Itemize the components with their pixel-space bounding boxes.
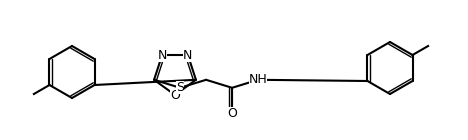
Text: N: N [183,49,193,62]
Text: S: S [176,81,184,94]
Text: NH: NH [249,73,267,86]
Text: O: O [227,107,237,120]
Text: N: N [157,49,167,62]
Text: O: O [170,88,180,102]
